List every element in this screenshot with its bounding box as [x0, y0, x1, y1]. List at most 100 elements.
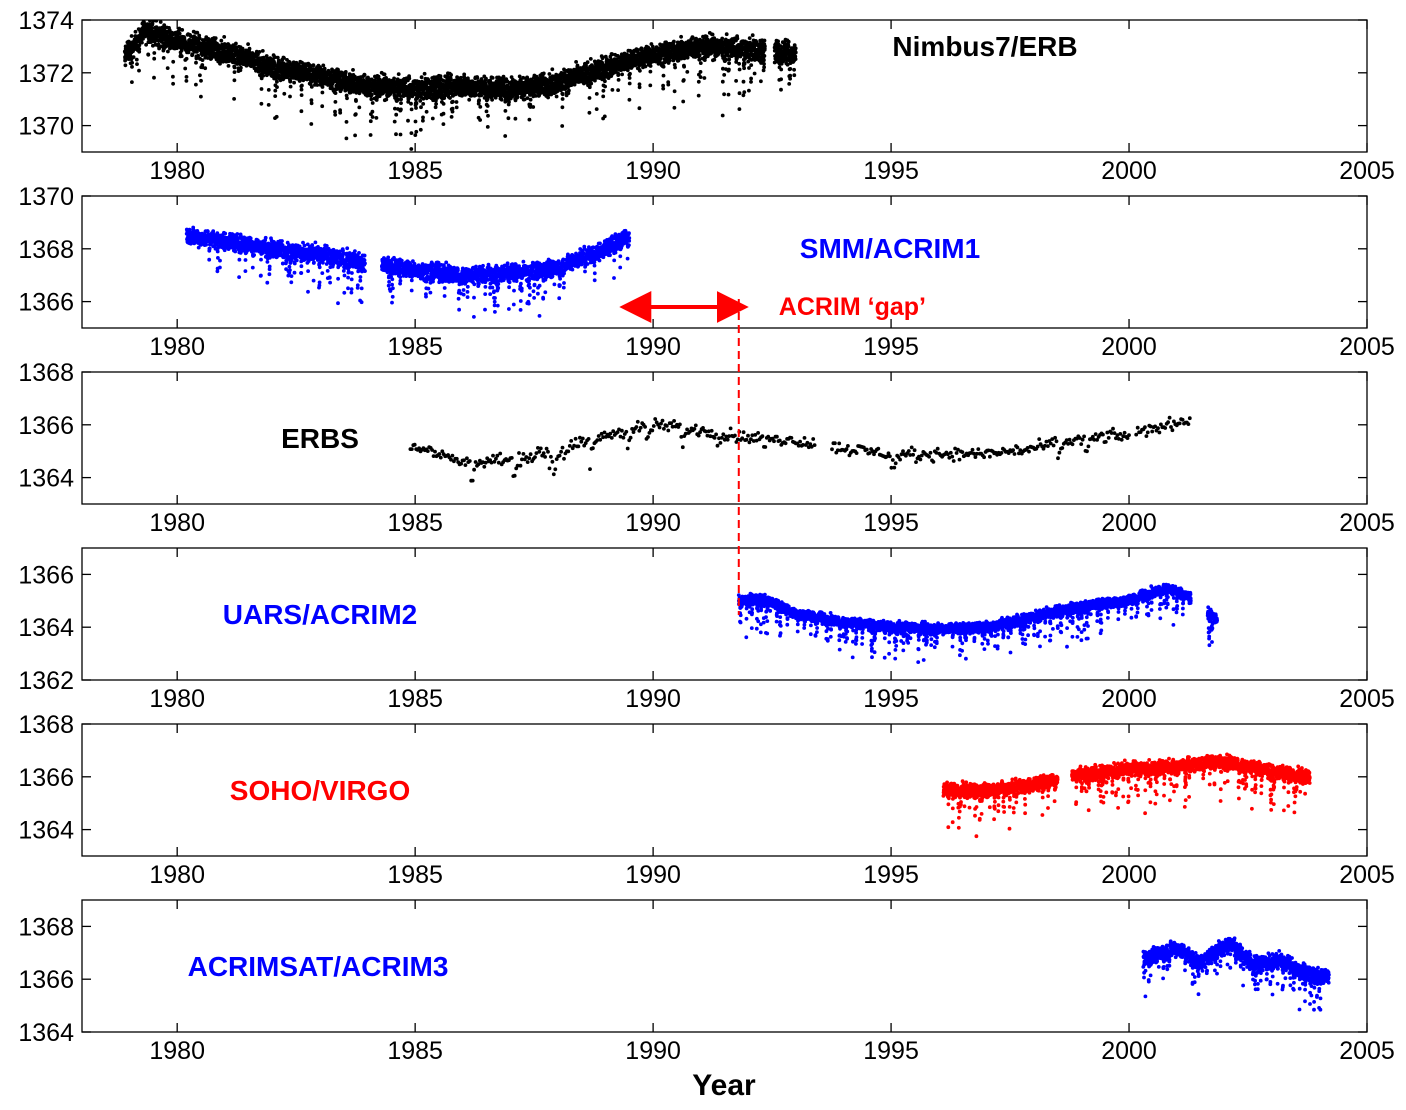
data-point	[133, 29, 138, 34]
data-point	[484, 109, 489, 114]
data-point	[525, 96, 530, 100]
data-point	[639, 46, 644, 51]
data-point	[196, 53, 201, 58]
data-point	[307, 63, 312, 67]
data-point	[450, 109, 455, 114]
data-point	[600, 55, 605, 60]
data-point	[697, 57, 702, 62]
data-point	[398, 93, 402, 98]
data-point	[762, 62, 766, 66]
data-point	[393, 106, 397, 111]
data-point	[387, 78, 391, 82]
data-point	[369, 92, 374, 97]
data-point	[490, 97, 494, 102]
data-point	[737, 61, 741, 66]
data-point	[441, 122, 446, 126]
data-point	[560, 97, 565, 101]
data-point	[588, 57, 593, 61]
data-point	[546, 95, 550, 100]
data-point	[180, 28, 185, 32]
data-point	[749, 63, 754, 67]
data-point	[297, 79, 302, 83]
data-point	[521, 75, 526, 80]
data-point	[421, 115, 425, 120]
data-point	[724, 57, 729, 62]
data-point	[300, 83, 304, 88]
data-point	[734, 79, 738, 83]
data-point	[199, 94, 203, 99]
data-point	[450, 106, 455, 111]
data-point	[696, 93, 701, 98]
data-point	[394, 112, 399, 117]
data-point	[761, 68, 766, 73]
data-point	[266, 88, 271, 92]
data-point	[200, 58, 205, 62]
data-point	[171, 74, 175, 79]
data-point	[648, 83, 653, 88]
data-point	[433, 105, 438, 110]
data-point	[333, 109, 337, 114]
data-point	[222, 35, 227, 39]
data-point	[585, 60, 590, 65]
data-point	[354, 99, 358, 103]
data-point	[637, 85, 642, 90]
data-point	[747, 36, 752, 40]
data-point	[601, 88, 606, 93]
data-point	[762, 38, 767, 43]
data-point	[309, 122, 314, 126]
data-point	[727, 61, 731, 66]
data-point	[129, 34, 134, 38]
data-point	[418, 99, 423, 103]
data-point	[166, 49, 170, 54]
data-point	[661, 73, 666, 78]
data-point	[413, 133, 418, 138]
data-point	[309, 98, 314, 103]
data-point	[274, 114, 279, 119]
data-point	[131, 55, 136, 59]
data-point	[272, 55, 277, 59]
data-point	[273, 88, 278, 93]
data-point	[441, 102, 446, 106]
data-point	[478, 118, 482, 122]
data-point	[667, 58, 672, 63]
data-point	[776, 39, 780, 44]
data-point	[594, 107, 599, 111]
data-point	[627, 97, 632, 102]
data-point	[299, 109, 304, 114]
data-point	[587, 110, 592, 115]
data-point	[353, 112, 358, 117]
data-point	[144, 42, 149, 47]
data-point	[232, 65, 237, 70]
data-point	[418, 127, 423, 132]
data-point	[288, 84, 293, 89]
data-point	[338, 110, 343, 115]
data-point	[430, 116, 435, 121]
data-point	[627, 76, 632, 80]
data-point	[672, 39, 676, 44]
data-point	[616, 78, 621, 82]
data-point	[558, 76, 563, 81]
data-point	[282, 91, 287, 96]
data-point	[434, 102, 438, 106]
data-point	[275, 85, 279, 89]
data-point	[277, 73, 282, 78]
data-point	[485, 97, 490, 102]
data-point	[484, 76, 488, 81]
data-point	[449, 77, 453, 82]
data-point	[384, 76, 388, 80]
data-point	[726, 53, 731, 58]
data-point	[602, 114, 607, 119]
panels-layer: 1980 1985 1990 1995 2000 2005137013721374Nimb…	[18, 7, 1394, 1065]
data-point	[152, 51, 157, 55]
data-point	[130, 60, 135, 65]
data-point	[190, 52, 195, 56]
data-point	[779, 77, 783, 82]
data-point	[137, 68, 141, 73]
data-point	[333, 112, 338, 117]
data-point	[183, 66, 188, 71]
data-point	[715, 38, 720, 42]
data-point	[232, 78, 237, 83]
data-point	[260, 49, 265, 53]
data-point	[527, 117, 532, 122]
